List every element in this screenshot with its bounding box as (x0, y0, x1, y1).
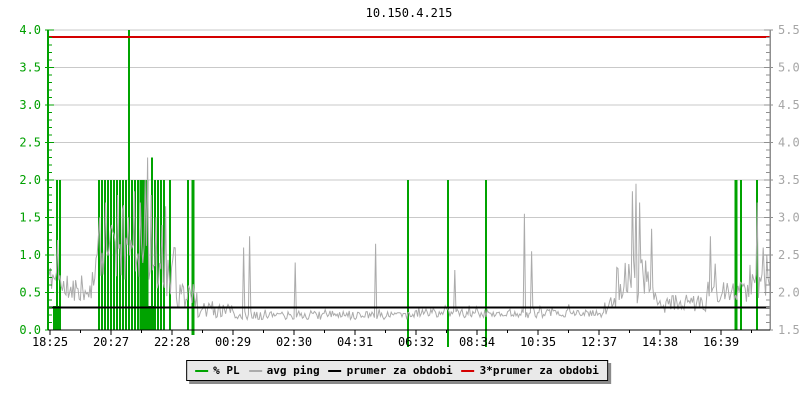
svg-text:02:30: 02:30 (276, 335, 312, 349)
svg-text:08:34: 08:34 (459, 335, 495, 349)
svg-text:1.5: 1.5 (778, 323, 800, 337)
legend-line-swatch (248, 369, 262, 372)
legend-line-swatch (328, 369, 342, 372)
svg-text:10:35: 10:35 (520, 335, 556, 349)
legend-label: 3*prumer za obdobi (479, 364, 599, 377)
legend-label: prumer za obdobi (346, 364, 453, 377)
chart-title: 10.150.4.215 (365, 6, 453, 20)
legend: % PL avg ping prumer za obdobi 3*prumer za … (186, 360, 608, 381)
svg-text:0.5: 0.5 (19, 286, 41, 300)
svg-text:16:39: 16:39 (703, 335, 739, 349)
left-axis: 0.0 0.5 1.0 1.5 2.0 2.5 3.0 3.5 4.0 (19, 23, 54, 337)
svg-text:3.0: 3.0 (19, 98, 41, 112)
legend-item-3-prumer-za-obdobi: 3*prumer za obdobi (461, 364, 599, 377)
svg-text:12:37: 12:37 (581, 335, 617, 349)
svg-text:18:25: 18:25 (32, 335, 68, 349)
legend-item-avg-ping: avg ping (248, 364, 320, 377)
svg-text:2.5: 2.5 (19, 136, 41, 150)
svg-text:4.0: 4.0 (778, 136, 800, 150)
x-axis: 18:25 20:27 22:28 00:29 02:30 04:31 06:32 08:34… (32, 329, 770, 349)
svg-text:5.0: 5.0 (778, 61, 800, 75)
svg-text:1.0: 1.0 (19, 248, 41, 262)
legend-line-swatch (461, 369, 475, 372)
legend-label: % PL (213, 364, 240, 377)
legend-item-pl: % PL (195, 364, 240, 377)
svg-text:5.5: 5.5 (778, 23, 800, 37)
svg-text:2.5: 2.5 (778, 248, 800, 262)
svg-text:3.5: 3.5 (778, 173, 800, 187)
avg-ping-line (47, 157, 770, 322)
svg-text:14:38: 14:38 (642, 335, 678, 349)
pl-bars-series (53, 30, 758, 347)
svg-text:1.5: 1.5 (19, 211, 41, 225)
svg-text:4.0: 4.0 (19, 23, 41, 37)
right-axis: 1.5 2.0 2.5 3.0 3.5 4.0 4.5 5.0 5.5 (764, 23, 800, 337)
svg-text:0.0: 0.0 (19, 323, 41, 337)
svg-text:3.5: 3.5 (19, 61, 41, 75)
svg-text:22:28: 22:28 (154, 335, 190, 349)
legend-label: avg ping (266, 364, 320, 377)
svg-text:4.5: 4.5 (778, 98, 800, 112)
svg-text:3.0: 3.0 (778, 211, 800, 225)
svg-text:2.0: 2.0 (19, 173, 41, 187)
svg-text:06:32: 06:32 (398, 335, 434, 349)
svg-text:00:29: 00:29 (215, 335, 251, 349)
legend-item-prumer-za-obdobi: prumer za obdobi (328, 364, 453, 377)
svg-text:20:27: 20:27 (93, 335, 129, 349)
svg-text:04:31: 04:31 (337, 335, 373, 349)
legend-line-swatch (195, 369, 209, 372)
svg-text:2.0: 2.0 (778, 286, 800, 300)
